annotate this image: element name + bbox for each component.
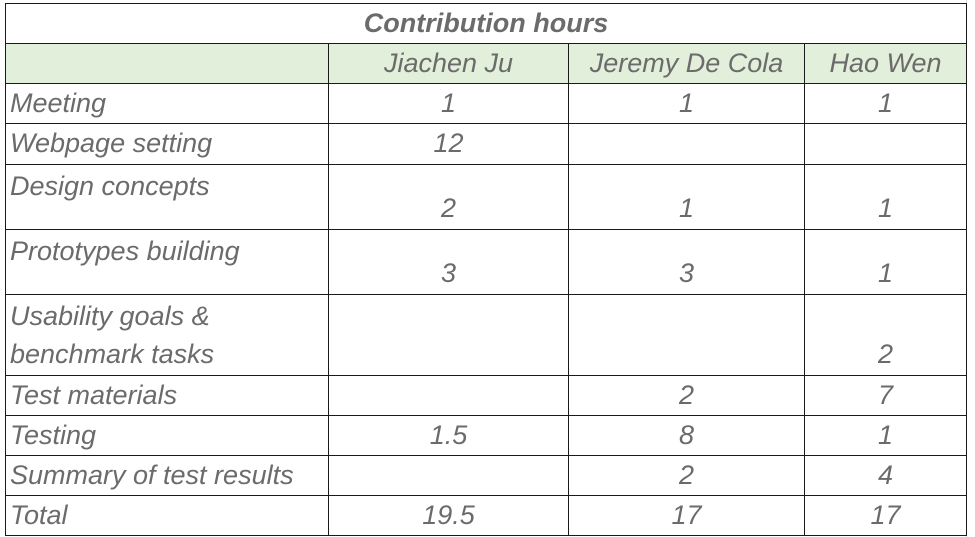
header-cell-hao-wen[interactable]: Hao Wen xyxy=(803,43,968,85)
value-cell[interactable]: 2 xyxy=(803,293,968,376)
header-row: Jiachen Ju Jeremy De Cola Hao Wen xyxy=(5,43,968,85)
table-row: Summary of test results 2 4 xyxy=(5,454,968,496)
task-cell[interactable]: Summary of test results xyxy=(5,454,329,496)
table-row: Testing 1.5 8 1 xyxy=(5,414,968,456)
value-cell[interactable]: 8 xyxy=(568,414,805,456)
value-cell[interactable]: 3 xyxy=(328,228,569,295)
value-cell[interactable]: 1.5 xyxy=(328,414,569,456)
value-cell[interactable] xyxy=(568,123,805,165)
value-cell[interactable]: 3 xyxy=(568,228,805,295)
table-title[interactable]: Contribution hours xyxy=(4,2,968,45)
value-cell[interactable] xyxy=(328,374,569,416)
task-cell[interactable]: Testing xyxy=(5,414,329,456)
total-value-cell[interactable]: 17 xyxy=(568,494,805,537)
task-cell[interactable]: Meeting xyxy=(5,83,329,125)
value-cell[interactable] xyxy=(328,293,569,376)
contribution-table: Contribution hours Jiachen Ju Jeremy De … xyxy=(4,2,968,537)
task-cell[interactable]: Usability goals & benchmark tasks xyxy=(5,293,329,376)
table-row: Webpage setting 12 xyxy=(5,123,968,165)
value-cell[interactable] xyxy=(568,293,805,376)
total-value-cell[interactable]: 17 xyxy=(803,494,968,537)
value-cell[interactable]: 1 xyxy=(328,83,569,125)
value-cell[interactable]: 1 xyxy=(803,414,968,456)
header-cell-jeremy-de-cola[interactable]: Jeremy De Cola xyxy=(568,43,805,85)
value-cell[interactable]: 2 xyxy=(328,163,569,230)
header-cell-task[interactable] xyxy=(5,43,329,85)
header-cell-jiachen-ju[interactable]: Jiachen Ju xyxy=(328,43,569,85)
table-row: Prototypes building 3 3 1 xyxy=(5,228,968,295)
task-cell[interactable]: Test materials xyxy=(5,374,329,416)
value-cell[interactable] xyxy=(328,454,569,496)
value-cell[interactable] xyxy=(803,123,968,165)
title-row: Contribution hours xyxy=(4,2,968,45)
value-cell[interactable]: 1 xyxy=(568,163,805,230)
value-cell[interactable]: 2 xyxy=(568,374,805,416)
value-cell[interactable]: 1 xyxy=(803,163,968,230)
value-cell[interactable]: 1 xyxy=(803,228,968,295)
table-row: Design concepts 2 1 1 xyxy=(5,163,968,230)
value-cell[interactable]: 1 xyxy=(568,83,805,125)
total-row: Total 19.5 17 17 xyxy=(5,494,968,537)
value-cell[interactable]: 4 xyxy=(803,454,968,496)
value-cell[interactable]: 2 xyxy=(568,454,805,496)
value-cell[interactable]: 7 xyxy=(803,374,968,416)
total-label-cell[interactable]: Total xyxy=(5,494,329,537)
value-cell[interactable]: 1 xyxy=(803,83,968,125)
task-cell[interactable]: Prototypes building xyxy=(5,228,329,295)
table-row: Meeting 1 1 1 xyxy=(5,83,968,125)
task-cell[interactable]: Design concepts xyxy=(5,163,329,230)
table-row: Test materials 2 7 xyxy=(5,374,968,416)
task-cell[interactable]: Webpage setting xyxy=(5,123,329,165)
table-row: Usability goals & benchmark tasks 2 xyxy=(5,293,968,376)
total-value-cell[interactable]: 19.5 xyxy=(328,494,569,537)
value-cell[interactable]: 12 xyxy=(328,123,569,165)
